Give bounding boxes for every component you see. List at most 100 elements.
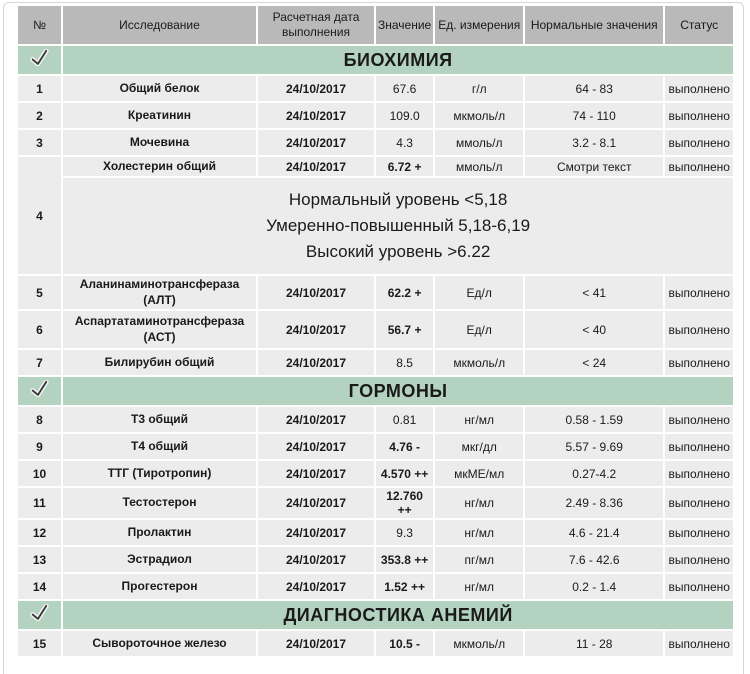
- section-title: БИОХИМИЯ: [63, 46, 734, 74]
- test-unit: Ед/л: [435, 276, 524, 310]
- test-normal-range: 3.2 - 8.1: [525, 130, 664, 155]
- test-status: выполнено: [665, 461, 734, 487]
- section-header-hormones: ГОРМОНЫ: [18, 377, 734, 406]
- test-value: 353.8 ++: [376, 547, 434, 573]
- comment-line: Нормальный уровень <5,18: [288, 190, 508, 209]
- section-check-cell: [18, 377, 61, 406]
- test-value: 9.3: [376, 520, 434, 546]
- comment-line: Умеренно-повышенный 5,18-6,19: [266, 216, 531, 235]
- test-unit: мкмоль/л: [435, 350, 524, 376]
- test-status: выполнено: [665, 103, 734, 128]
- table-header-row: № Исследование Расчетная дата выполнения…: [18, 6, 734, 44]
- test-normal-range: 0.58 - 1.59: [525, 407, 664, 433]
- test-status: выполнено: [665, 350, 734, 376]
- test-date: 24/10/2017: [258, 547, 374, 573]
- test-normal-range: 0.27-4.2: [525, 461, 664, 487]
- lab-results-table: № Исследование Расчетная дата выполнения…: [16, 4, 735, 658]
- test-name: Билирубин общий: [63, 350, 256, 376]
- test-value: 0.81: [376, 407, 434, 433]
- table-row: 11 Тестостерон 24/10/2017 12.760 ++ нг/м…: [18, 488, 734, 519]
- row-num: 7: [18, 350, 61, 376]
- test-value: 62.2 +: [376, 276, 434, 310]
- test-unit: мкмоль/л: [435, 631, 524, 657]
- check-icon: [28, 603, 50, 627]
- table-row: 5 Аланинаминотрансфераза (АЛТ) 24/10/201…: [18, 276, 734, 310]
- row-num: 12: [18, 520, 61, 546]
- section-title: ГОРМОНЫ: [63, 377, 734, 406]
- test-value: 12.760 ++: [376, 488, 434, 519]
- row-num: 2: [18, 103, 61, 128]
- test-name: Т4 общий: [63, 434, 256, 460]
- test-normal-range: 64 - 83: [525, 76, 664, 101]
- test-date: 24/10/2017: [258, 488, 374, 519]
- test-value: 109.0: [376, 103, 434, 128]
- comment-line: Высокий уровень >6.22: [305, 242, 491, 261]
- table-row: 12 Пролактин 24/10/2017 9.3 нг/мл 4.6 - …: [18, 520, 734, 546]
- test-status: выполнено: [665, 130, 734, 155]
- section-header-anemia: ДИАГНОСТИКА АНЕМИЙ: [18, 601, 734, 630]
- section-check-cell: [18, 601, 61, 630]
- test-normal-range: 74 - 110: [525, 103, 664, 128]
- test-name: Аспартатаминотрансфераза (АСТ): [63, 311, 256, 349]
- row-num: 6: [18, 311, 61, 349]
- table-row: 2 Креатинин 24/10/2017 109.0 мкмоль/л 74…: [18, 103, 734, 128]
- col-header-normal: Нормальные значения: [525, 6, 664, 44]
- table-row: 15 Сывороточное железо 24/10/2017 10.5 -…: [18, 631, 734, 657]
- test-normal-range: 5.57 - 9.69: [525, 434, 664, 460]
- test-value: 10.5 -: [376, 631, 434, 657]
- test-name: Прогестерон: [63, 574, 256, 600]
- test-unit: мкмоль/л: [435, 103, 524, 128]
- row-num: 5: [18, 276, 61, 310]
- col-header-num: №: [18, 6, 61, 44]
- col-header-test: Исследование: [63, 6, 256, 44]
- test-date: 24/10/2017: [258, 574, 374, 600]
- test-value: 67.6: [376, 76, 434, 101]
- row-num: 8: [18, 407, 61, 433]
- test-status: выполнено: [665, 488, 734, 519]
- test-name: ТТГ (Тиротропин): [63, 461, 256, 487]
- test-status: выполнено: [665, 407, 734, 433]
- test-date: 24/10/2017: [258, 434, 374, 460]
- test-unit: Ед/л: [435, 311, 524, 349]
- test-name: Аланинаминотрансфераза (АЛТ): [63, 276, 256, 310]
- test-normal-range: 7.6 - 42.6: [525, 547, 664, 573]
- test-name: Мочевина: [63, 130, 256, 155]
- test-date: 24/10/2017: [258, 350, 374, 376]
- test-status: выполнено: [665, 157, 734, 176]
- test-name: Пролактин: [63, 520, 256, 546]
- test-date: 24/10/2017: [258, 631, 374, 657]
- col-header-date: Расчетная дата выполнения: [258, 6, 374, 44]
- test-value: 4.76 -: [376, 434, 434, 460]
- test-status: выполнено: [665, 311, 734, 349]
- test-normal-range: < 41: [525, 276, 664, 310]
- test-date: 24/10/2017: [258, 407, 374, 433]
- test-date: 24/10/2017: [258, 520, 374, 546]
- section-header-biochemistry: БИОХИМИЯ: [18, 46, 734, 74]
- test-date: 24/10/2017: [258, 103, 374, 128]
- test-status: выполнено: [665, 276, 734, 310]
- col-header-value: Значение: [376, 6, 434, 44]
- table-row: 7 Билирубин общий 24/10/2017 8.5 мкмоль/…: [18, 350, 734, 376]
- test-name: Тестостерон: [63, 488, 256, 519]
- test-value: 1.52 ++: [376, 574, 434, 600]
- test-value: 8.5: [376, 350, 434, 376]
- test-date: 24/10/2017: [258, 276, 374, 310]
- test-status: выполнено: [665, 520, 734, 546]
- table-row: 1 Общий белок 24/10/2017 67.6 г/л 64 - 8…: [18, 76, 734, 101]
- test-comment: Нормальный уровень <5,18 Умеренно-повыше…: [63, 178, 734, 274]
- table-row: 14 Прогестерон 24/10/2017 1.52 ++ нг/мл …: [18, 574, 734, 600]
- test-status: выполнено: [665, 631, 734, 657]
- test-normal-range: 0.2 - 1.4: [525, 574, 664, 600]
- test-name: Эстрадиол: [63, 547, 256, 573]
- test-unit: нг/мл: [435, 407, 524, 433]
- check-icon: [28, 379, 50, 403]
- row-num: 13: [18, 547, 61, 573]
- test-normal-range: 2.49 - 8.36: [525, 488, 664, 519]
- test-name: Холестерин общий: [63, 157, 256, 176]
- row-num: 14: [18, 574, 61, 600]
- test-unit: нг/мл: [435, 488, 524, 519]
- row-num: 4: [18, 157, 61, 274]
- test-date: 24/10/2017: [258, 76, 374, 101]
- test-status: выполнено: [665, 434, 734, 460]
